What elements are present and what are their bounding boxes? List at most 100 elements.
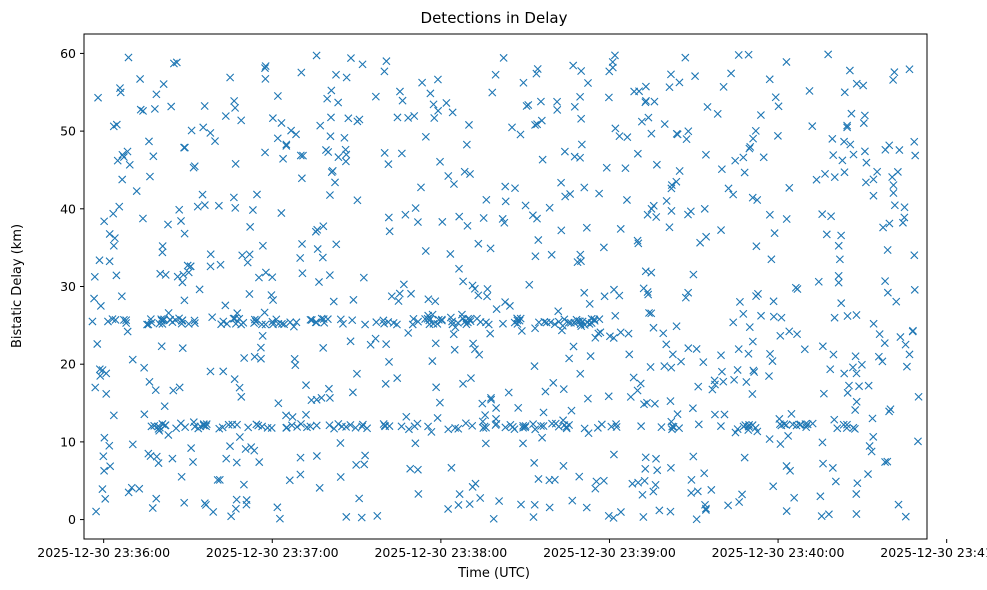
data-point — [576, 250, 585, 259]
band-point — [792, 421, 801, 430]
data-point — [183, 261, 192, 270]
data-point — [291, 361, 300, 370]
data-point — [751, 423, 760, 432]
data-point — [748, 337, 757, 346]
data-point — [426, 89, 435, 98]
data-point — [180, 296, 189, 305]
data-point — [326, 113, 335, 122]
data-point — [317, 393, 326, 402]
band-point — [516, 314, 525, 323]
data-point — [835, 255, 844, 264]
band-point — [292, 318, 301, 327]
data-point — [200, 201, 209, 210]
chart-title: Detections in Delay — [421, 9, 568, 27]
data-point — [644, 290, 653, 299]
data-point — [633, 386, 642, 395]
data-point — [583, 318, 591, 327]
data-point — [889, 189, 898, 197]
band-point — [229, 314, 238, 323]
y-tick-label: 10 — [60, 434, 76, 449]
data-point — [229, 193, 238, 202]
data-point — [665, 83, 674, 92]
data-point — [701, 505, 710, 514]
y-tick-label: 50 — [60, 124, 76, 139]
data-point — [672, 177, 681, 186]
data-point — [846, 140, 855, 149]
data-point — [163, 220, 172, 229]
data-point — [633, 149, 642, 158]
data-point — [534, 236, 543, 245]
data-point — [652, 454, 661, 463]
data-point — [890, 68, 899, 77]
data-point — [88, 317, 97, 326]
data-point — [179, 270, 188, 279]
data-point — [641, 464, 650, 473]
data-point — [226, 442, 235, 451]
band-point — [565, 420, 574, 429]
data-point — [393, 113, 402, 122]
band-point — [536, 421, 545, 430]
data-point — [666, 70, 675, 79]
data-point — [433, 413, 442, 422]
data-point — [559, 385, 568, 394]
data-point — [505, 301, 514, 310]
x-tick-label: 2025-12-30 23:38:00 — [374, 545, 507, 560]
data-point — [766, 349, 775, 358]
data-point — [459, 379, 468, 388]
data-point — [519, 78, 528, 87]
band-point — [739, 422, 748, 431]
data-point — [740, 168, 749, 177]
data-point — [468, 482, 477, 491]
data-point — [828, 134, 837, 143]
data-point — [222, 454, 231, 463]
data-point — [659, 329, 668, 338]
data-point — [910, 137, 919, 146]
data-point — [268, 273, 277, 282]
band-point — [231, 319, 240, 328]
data-point — [880, 339, 889, 348]
data-point — [885, 219, 894, 228]
data-point — [118, 175, 127, 184]
data-point — [786, 466, 795, 475]
data-point — [852, 79, 861, 88]
data-point — [319, 222, 328, 231]
data-point — [782, 57, 791, 66]
band-point — [425, 320, 434, 329]
data-point — [250, 352, 259, 361]
data-point — [474, 291, 483, 300]
data-point — [641, 267, 650, 276]
data-point — [411, 204, 420, 213]
data-point — [449, 330, 458, 339]
data-point — [442, 98, 451, 107]
data-point — [167, 102, 176, 111]
data-point — [175, 205, 184, 214]
data-point — [785, 183, 794, 192]
data-point — [701, 500, 709, 509]
data-point — [269, 296, 278, 304]
data-point — [675, 78, 684, 87]
data-point — [584, 429, 593, 438]
data-point — [316, 121, 325, 130]
data-point — [344, 114, 353, 123]
data-point — [533, 65, 542, 73]
data-point — [324, 384, 333, 393]
data-point — [838, 156, 847, 165]
data-point — [852, 369, 861, 378]
data-point — [662, 196, 671, 205]
data-point — [644, 113, 653, 122]
data-point — [700, 204, 709, 213]
data-point — [767, 255, 776, 264]
band-point — [218, 423, 227, 432]
data-point — [109, 241, 118, 250]
data-point — [516, 130, 525, 139]
data-point — [717, 351, 725, 360]
data-point — [371, 92, 380, 101]
data-point — [751, 126, 760, 135]
band-point — [529, 420, 538, 429]
data-point — [673, 410, 682, 419]
data-point — [771, 93, 780, 102]
band-point — [534, 318, 543, 327]
data-point — [240, 353, 249, 362]
data-point — [577, 140, 586, 149]
data-point — [717, 226, 726, 235]
